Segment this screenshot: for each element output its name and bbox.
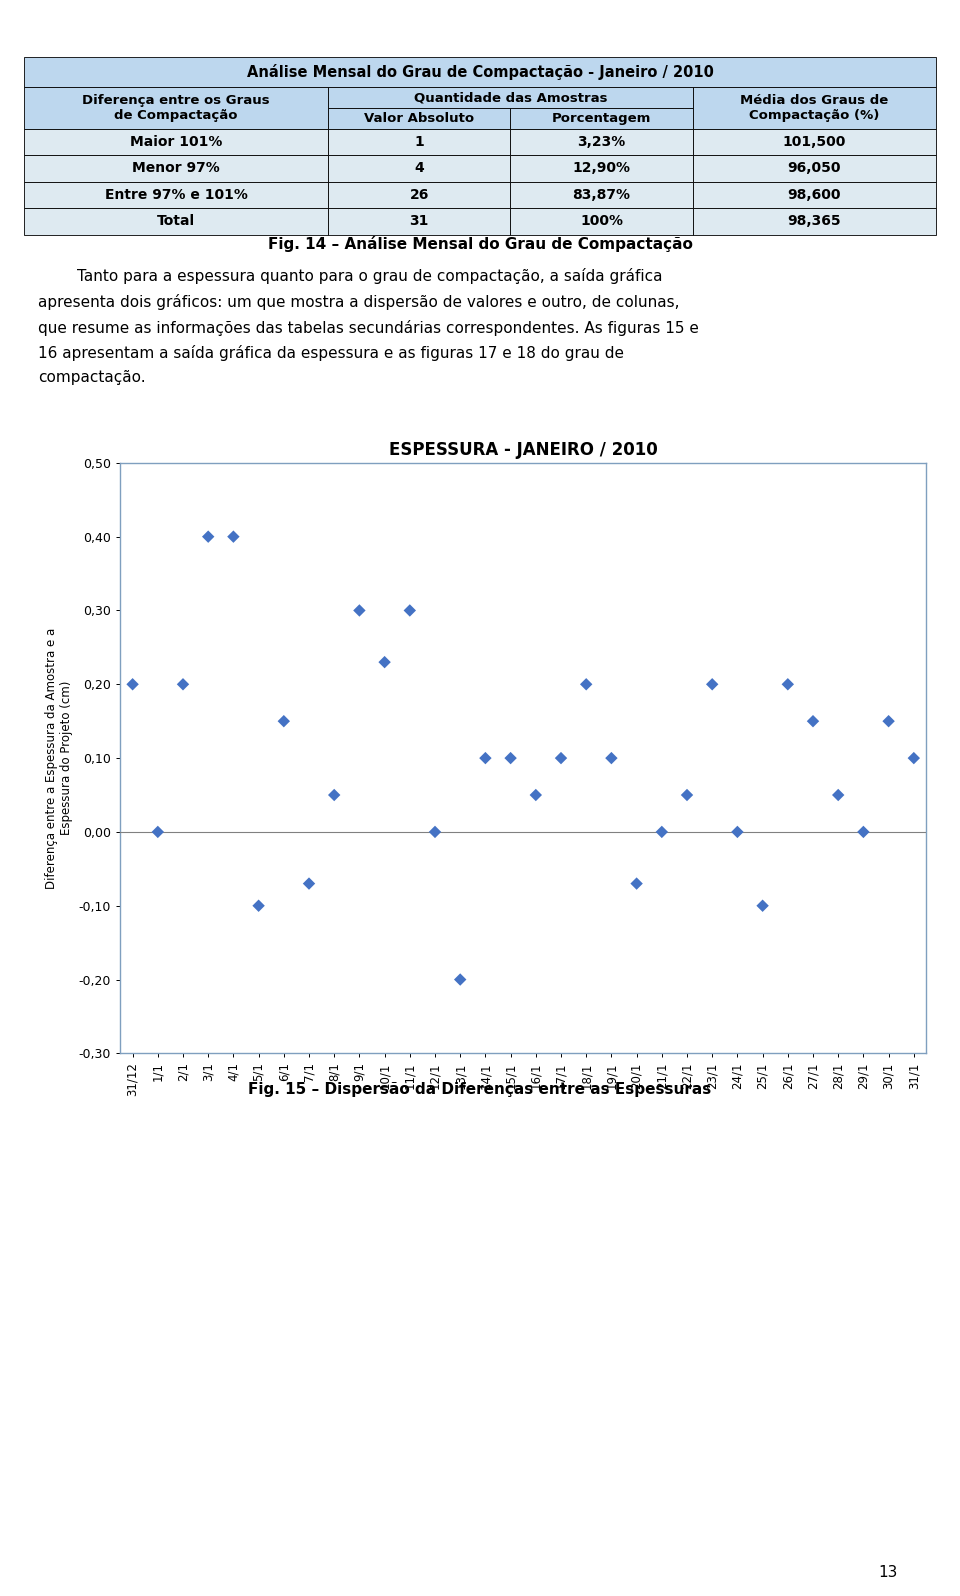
Point: [478, 745, 493, 771]
Point: [528, 782, 543, 808]
Bar: [328, 109, 511, 129]
Bar: [693, 207, 936, 235]
Point: [503, 745, 518, 771]
Point: [351, 598, 367, 624]
Bar: [24, 129, 328, 155]
Point: [226, 523, 241, 549]
Bar: [328, 182, 511, 207]
Point: [805, 709, 821, 734]
Bar: [328, 88, 693, 109]
Point: [705, 672, 720, 697]
Bar: [328, 155, 511, 182]
Text: 1: 1: [415, 136, 424, 148]
Point: [780, 672, 796, 697]
Point: [730, 819, 745, 844]
Text: 100%: 100%: [580, 214, 623, 228]
Bar: [24, 57, 936, 88]
Text: 98,600: 98,600: [787, 188, 841, 203]
Text: Porcentagem: Porcentagem: [552, 112, 651, 124]
Point: [150, 819, 165, 844]
Point: [276, 709, 292, 734]
Text: Média dos Graus de
Compactação (%): Média dos Graus de Compactação (%): [740, 94, 889, 121]
Text: 12,90%: 12,90%: [572, 161, 631, 176]
Bar: [511, 129, 693, 155]
Text: Fig. 15 – Dispersão da Diferenças entre as Espessuras: Fig. 15 – Dispersão da Diferenças entre …: [249, 1082, 711, 1096]
Bar: [693, 88, 936, 129]
Bar: [511, 109, 693, 129]
Point: [452, 967, 468, 993]
Point: [427, 819, 443, 844]
Point: [830, 782, 846, 808]
Bar: [328, 207, 511, 235]
Text: 31: 31: [410, 214, 429, 228]
Point: [629, 871, 644, 897]
Point: [326, 782, 342, 808]
Point: [579, 672, 594, 697]
Point: [176, 672, 191, 697]
Text: Tanto para a espessura quanto para o grau de compactação, a saída gráfica
aprese: Tanto para a espessura quanto para o gra…: [38, 268, 699, 385]
Point: [604, 745, 619, 771]
Point: [906, 745, 922, 771]
Text: 96,050: 96,050: [787, 161, 841, 176]
Text: 101,500: 101,500: [782, 136, 846, 148]
Point: [377, 650, 393, 675]
Text: Análise Mensal do Grau de Compactação - Janeiro / 2010: Análise Mensal do Grau de Compactação - …: [247, 64, 713, 80]
Point: [881, 709, 897, 734]
Bar: [693, 182, 936, 207]
Bar: [24, 155, 328, 182]
Point: [755, 894, 770, 919]
Text: Fig. 14 – Análise Mensal do Grau de Compactação: Fig. 14 – Análise Mensal do Grau de Comp…: [268, 236, 692, 252]
Text: Diferença entre os Graus
de Compactação: Diferença entre os Graus de Compactação: [83, 94, 270, 121]
Bar: [511, 155, 693, 182]
Text: Entre 97% e 101%: Entre 97% e 101%: [105, 188, 248, 203]
Text: 3,23%: 3,23%: [578, 136, 626, 148]
Point: [855, 819, 871, 844]
Point: [251, 894, 266, 919]
Text: 26: 26: [410, 188, 429, 203]
Point: [402, 598, 418, 624]
Point: [301, 871, 317, 897]
Bar: [24, 207, 328, 235]
Bar: [24, 182, 328, 207]
Text: 4: 4: [415, 161, 424, 176]
Bar: [693, 155, 936, 182]
Text: Maior 101%: Maior 101%: [130, 136, 222, 148]
Text: Total: Total: [156, 214, 195, 228]
Bar: [328, 129, 511, 155]
Text: 13: 13: [878, 1564, 898, 1580]
Text: Valor Absoluto: Valor Absoluto: [364, 112, 474, 124]
Bar: [693, 129, 936, 155]
Title: ESPESSURA - JANEIRO / 2010: ESPESSURA - JANEIRO / 2010: [389, 440, 658, 458]
Bar: [511, 182, 693, 207]
Point: [680, 782, 695, 808]
Point: [553, 745, 568, 771]
Point: [125, 672, 140, 697]
Text: Quantidade das Amostras: Quantidade das Amostras: [414, 91, 607, 104]
Y-axis label: Diferença entre a Espessura da Amostra e a
Espessura do Projeto (cm): Diferença entre a Espessura da Amostra e…: [45, 627, 73, 889]
Text: 83,87%: 83,87%: [572, 188, 631, 203]
Point: [654, 819, 669, 844]
Text: Menor 97%: Menor 97%: [132, 161, 220, 176]
Bar: [511, 207, 693, 235]
Point: [201, 523, 216, 549]
Bar: [24, 88, 328, 129]
Text: 98,365: 98,365: [787, 214, 841, 228]
